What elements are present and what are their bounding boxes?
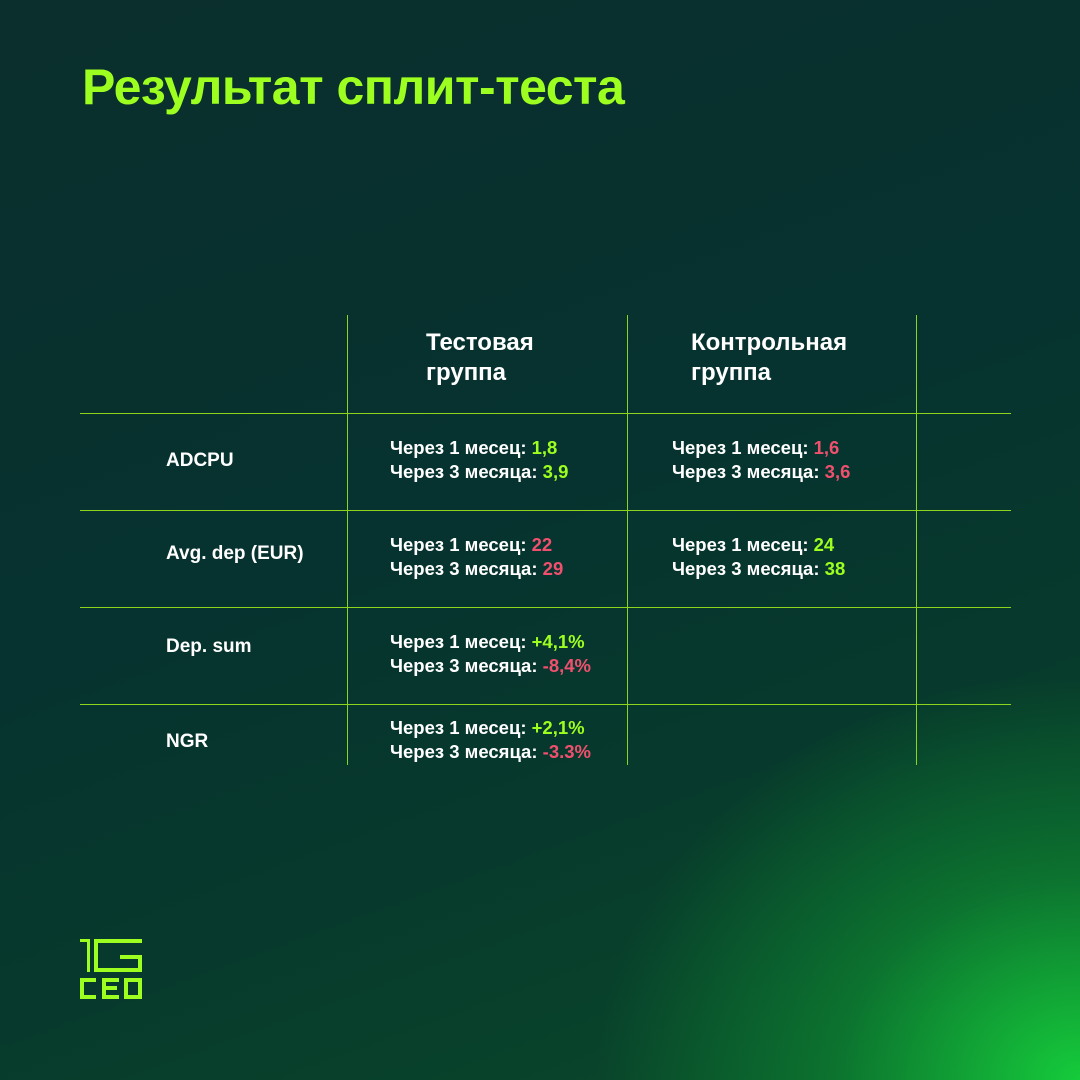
row-divider (80, 607, 1011, 608)
cell-adcpu-control: Через 1 месец: 1,6 Через 3 месяца: 3,6 (672, 436, 850, 484)
row-label-avg-dep: Avg. dep (EUR) (166, 543, 304, 564)
row-divider (80, 510, 1011, 511)
column-divider (347, 315, 348, 765)
cell-adcpu-test: Через 1 месец: 1,8 Через 3 месяца: 3,9 (390, 436, 568, 484)
cell-value: 1,6 (813, 437, 840, 458)
cell-value: 22 (531, 534, 553, 555)
cell-dep-sum-test: Через 1 месец: +4,1% Через 3 месяца: -8,… (390, 630, 591, 678)
cell-line: Через 1 месец: 24 (672, 534, 835, 555)
row-divider (80, 704, 1011, 705)
cell-value: 3,9 (542, 461, 569, 482)
row-label-dep-sum: Dep. sum (166, 636, 252, 657)
column-divider (627, 315, 628, 765)
cell-line: Через 3 месяца: -3.3% (390, 741, 591, 762)
row-divider (80, 413, 1011, 414)
page-title: Результат сплит-теста (82, 59, 625, 115)
cell-ngr-test: Через 1 месец: +2,1% Через 3 месяца: -3.… (390, 716, 591, 764)
cell-line: Через 3 месяца: 29 (390, 558, 564, 579)
1g-ceo-logo-icon (80, 939, 142, 999)
cell-value: +2,1% (531, 717, 585, 738)
cell-line: Через 3 месяца: -8,4% (390, 655, 591, 676)
column-header-control: Контрольная группа (691, 329, 848, 386)
cell-value: 29 (542, 558, 564, 579)
row-label-adcpu: ADCPU (166, 450, 234, 471)
cell-value: -3.3% (542, 741, 591, 762)
cell-avg-dep-test: Через 1 месец: 22 Через 3 месяца: 29 (390, 533, 563, 581)
cell-line: Через 1 месец: 1,6 (672, 437, 840, 458)
cell-value: 3,6 (824, 461, 851, 482)
cell-line: Через 3 месяца: 3,6 (672, 461, 851, 482)
cell-line: Через 1 месец: +2,1% (390, 717, 585, 738)
cell-line: Через 3 месяца: 38 (672, 558, 846, 579)
cell-line: Через 1 месец: +4,1% (390, 631, 585, 652)
cell-value: 1,8 (531, 437, 558, 458)
cell-value: 24 (813, 534, 835, 555)
cell-value: -8,4% (542, 655, 591, 676)
cell-line: Через 3 месяца: 3,9 (390, 461, 569, 482)
column-header-test: Тестовая группа (426, 329, 534, 386)
cell-value: +4,1% (531, 631, 585, 652)
cell-line: Через 1 месец: 1,8 (390, 437, 558, 458)
cell-value: 38 (824, 558, 846, 579)
row-label-ngr: NGR (166, 731, 209, 752)
column-divider (916, 315, 917, 765)
cell-avg-dep-control: Через 1 месец: 24 Через 3 месяца: 38 (672, 533, 845, 581)
cell-line: Через 1 месец: 22 (390, 534, 553, 555)
